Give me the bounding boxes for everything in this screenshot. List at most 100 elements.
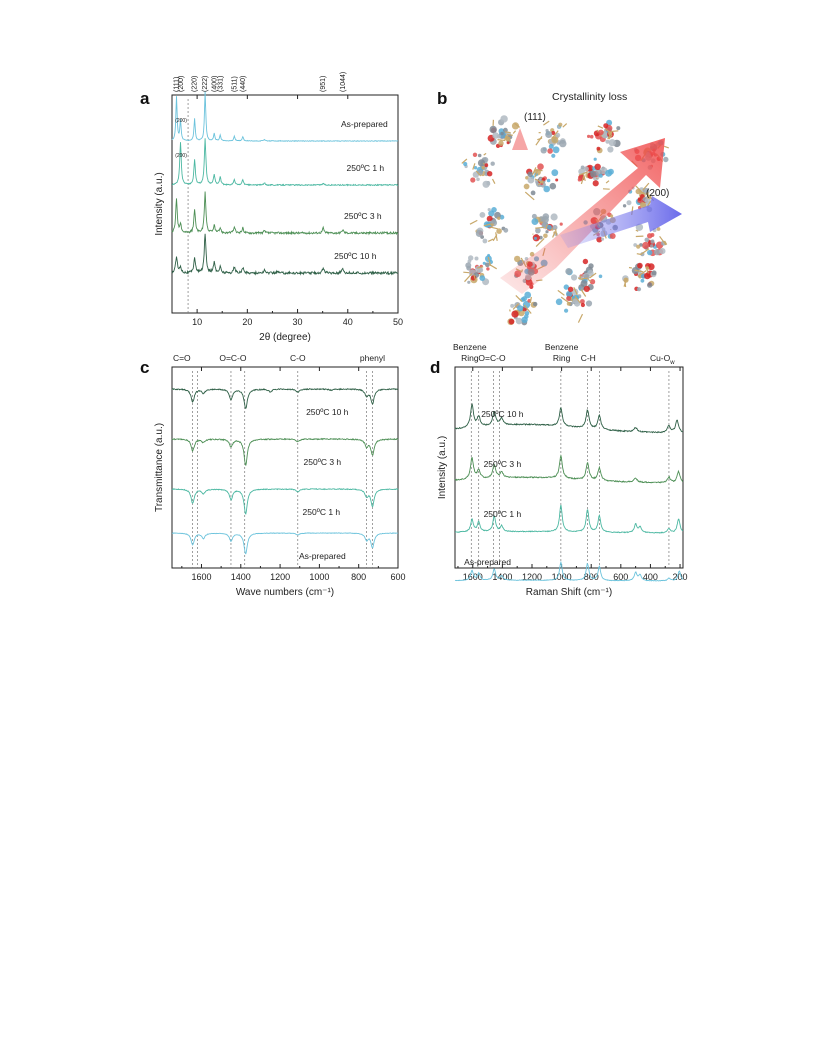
atom-dot xyxy=(555,178,559,182)
atom-dot xyxy=(609,233,616,239)
atom-dot xyxy=(486,181,491,186)
atom-dot xyxy=(549,182,557,190)
bond-line xyxy=(534,178,544,184)
bond-line xyxy=(560,296,571,304)
atom-dot xyxy=(545,131,553,138)
atom-dot xyxy=(508,318,515,325)
bond-line xyxy=(573,287,578,296)
atom-dot xyxy=(551,131,556,135)
atom-dot xyxy=(594,163,601,170)
series-label: 250ºC 10 h xyxy=(481,409,524,419)
atom-dot xyxy=(650,244,654,248)
series-label: As-prepared xyxy=(464,557,511,567)
x-tick-label: 40 xyxy=(343,317,353,327)
bond-line xyxy=(524,191,535,201)
bond-line xyxy=(554,228,558,236)
x-tick-label: 600 xyxy=(613,572,628,582)
plot-frame xyxy=(171,366,399,569)
atom-dot xyxy=(477,267,484,273)
atom-dot xyxy=(583,166,589,172)
x-tick-label: 400 xyxy=(643,572,658,582)
atom-dot xyxy=(607,146,614,153)
200-plane-blue-arrow xyxy=(560,196,682,248)
atom-dot xyxy=(547,148,553,154)
series-label: 250ºC 3 h xyxy=(484,459,522,469)
atom-dot xyxy=(476,177,480,182)
bond-line xyxy=(529,296,532,304)
miller-index-label: (111) xyxy=(174,77,181,92)
x-axis-title: Raman Shift (cm⁻¹) xyxy=(526,587,612,598)
bond-line xyxy=(475,170,482,177)
bond-line xyxy=(645,266,649,274)
atom-dot xyxy=(467,280,471,284)
atom-dot xyxy=(555,132,561,138)
x-tick-label: 1600 xyxy=(463,572,483,582)
x-tick-label: 1600 xyxy=(191,572,211,582)
atom-dot xyxy=(496,228,502,234)
atom-dot xyxy=(482,261,486,265)
bond-line xyxy=(635,229,639,232)
band-label: C-O xyxy=(290,353,306,363)
atom-dot xyxy=(517,305,524,312)
bond-line xyxy=(639,248,650,256)
x-axis-title: 2θ (degree) xyxy=(259,332,311,343)
atom-dot xyxy=(486,267,490,271)
atom-dot xyxy=(477,159,486,167)
x-tick-label: 1200 xyxy=(522,572,542,582)
series-label: As-prepared xyxy=(341,119,388,129)
atom-dot xyxy=(485,262,490,268)
miller-index-label: (511) xyxy=(231,76,238,92)
bond-line xyxy=(509,309,511,312)
atom-dot xyxy=(473,166,478,170)
atom-dot xyxy=(659,248,666,255)
atom-dot xyxy=(616,126,621,131)
bond-line xyxy=(495,232,498,242)
atom-dot xyxy=(475,229,483,237)
x-tick-label: 600 xyxy=(390,572,405,582)
bond-line xyxy=(512,303,520,310)
atom-dot xyxy=(552,146,560,154)
bond-line xyxy=(552,130,559,139)
series-line-1 xyxy=(171,191,399,236)
atom-dot xyxy=(592,180,599,187)
atom-dot xyxy=(490,161,495,166)
bond-line xyxy=(579,275,582,280)
bond-line xyxy=(483,162,485,165)
atom-dot xyxy=(572,298,578,304)
atom-dot xyxy=(484,163,489,168)
miller-index-label: (1044) xyxy=(340,72,347,92)
bond-line xyxy=(587,278,592,283)
bond-line xyxy=(605,180,610,184)
atom-dot xyxy=(582,258,589,265)
bond-line xyxy=(487,238,494,242)
atom-dot xyxy=(535,227,541,234)
atom-dot xyxy=(647,194,652,200)
series-label: 250ºC 10 h xyxy=(334,251,377,261)
atom-dot xyxy=(515,317,523,325)
atom-dot xyxy=(603,123,609,129)
atom-dot xyxy=(472,152,478,157)
panel-letter-d: d xyxy=(430,358,441,377)
plane-200-label: (200) xyxy=(646,188,669,199)
atom-dot xyxy=(463,161,468,167)
miller-index-label: (220) xyxy=(192,76,199,92)
atom-dot xyxy=(524,311,530,316)
atom-dot xyxy=(551,169,559,177)
series-label: 250ºC 1 h xyxy=(347,163,385,173)
bond-line xyxy=(469,219,478,225)
atom-dot xyxy=(559,139,567,148)
series-line-3 xyxy=(454,560,684,582)
bond-line xyxy=(487,256,492,267)
bond-line xyxy=(512,130,517,134)
atom-dot xyxy=(487,208,491,212)
bond-line xyxy=(473,274,477,282)
bond-line xyxy=(645,192,650,195)
atom-dot xyxy=(545,230,549,234)
bond-line xyxy=(634,269,644,273)
atom-dot xyxy=(580,280,588,287)
atom-dot xyxy=(551,136,559,144)
bond-line xyxy=(623,278,628,287)
series-line-1 xyxy=(171,437,399,466)
atom-dot xyxy=(531,218,539,226)
bond-line xyxy=(483,223,492,227)
